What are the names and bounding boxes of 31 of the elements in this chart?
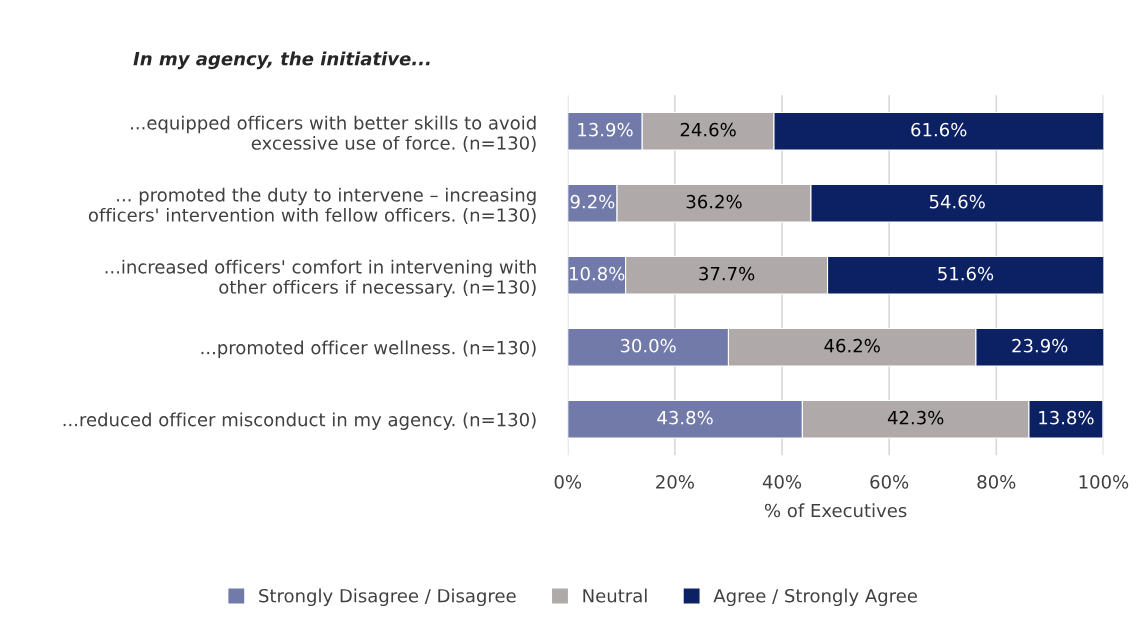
x-tick-label: 80% xyxy=(977,475,1016,489)
data-label: 10.8% xyxy=(569,266,625,281)
data-label: 36.2% xyxy=(686,194,742,209)
data-label: 9.2% xyxy=(570,194,615,209)
x-tick-label: 20% xyxy=(656,475,694,489)
x-tick-label: 60% xyxy=(870,475,909,489)
y-tick-label: ...promoted officer wellness. (n=130) xyxy=(201,340,536,358)
y-tick-label: ...equipped officers with better skills to avoid excessive use of force. (n=130) xyxy=(131,115,536,152)
y-tick-label: ...reduced officer misconduct in my agency. (n=130) xyxy=(63,412,536,430)
x-axis-title: % of Executives xyxy=(764,503,907,518)
data-label: 13.8% xyxy=(1039,410,1094,425)
x-tick-label: 40% xyxy=(762,475,802,489)
text: In my agency, the initiative... xyxy=(133,51,430,70)
y-tick-label: ...increased officers' comfort in intervening with other officers if necessary. (n=130) xyxy=(105,259,536,298)
y-tick-label: ... promoted the duty to intervene – increasing officers' intervention with fellow officers. (n=130) xyxy=(88,187,536,224)
data-label: 51.6% xyxy=(938,266,994,281)
legend-label: Strongly Disagree / Disagree xyxy=(259,588,516,607)
data-label: 46.2% xyxy=(824,338,880,353)
legend-label: Neutral xyxy=(583,588,647,603)
data-label: 37.7% xyxy=(699,266,755,281)
x-tick-label: 100% xyxy=(1079,475,1129,489)
data-label: 23.9% xyxy=(1012,338,1068,353)
legend-label: Agree / Strongly Agree xyxy=(713,588,917,607)
data-label: 30.0% xyxy=(620,338,676,353)
data-label: 61.6% xyxy=(911,122,967,137)
x-tick-label: 0% xyxy=(554,475,582,489)
data-label: 42.3% xyxy=(887,410,944,425)
data-label: 54.6% xyxy=(929,194,985,209)
data-label: 13.9% xyxy=(578,122,633,137)
data-label: 24.6% xyxy=(680,122,736,137)
data-label: 43.8% xyxy=(657,410,713,425)
